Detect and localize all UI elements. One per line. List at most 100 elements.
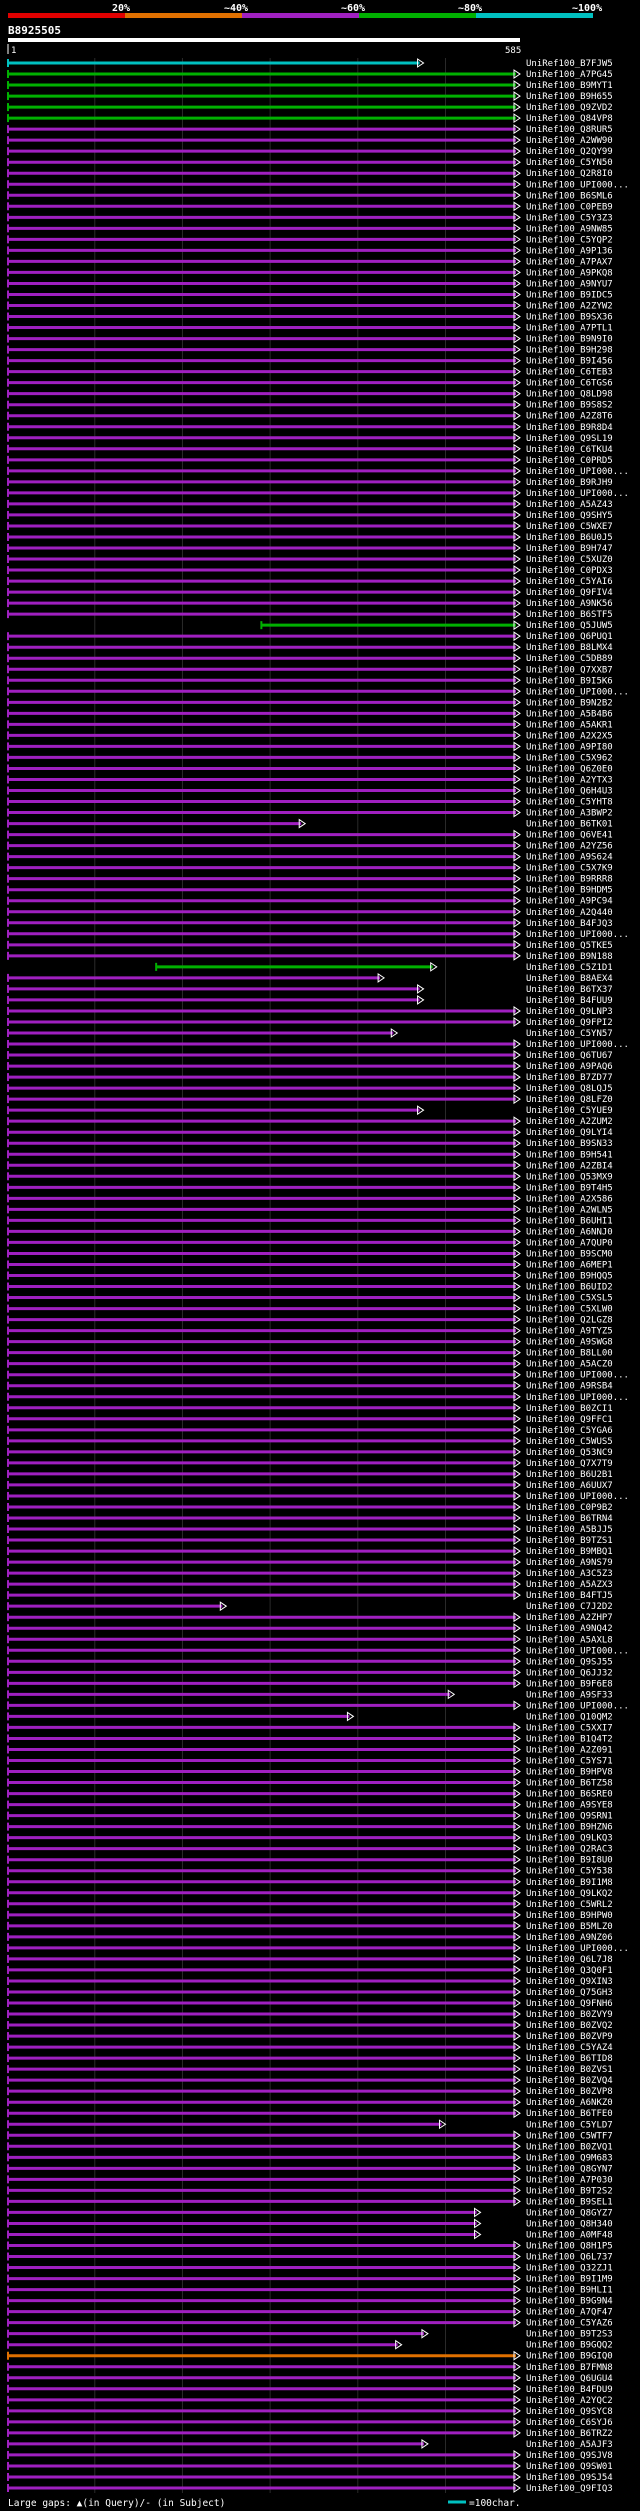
hit-row[interactable]: UniRef100_A2ZBI4 xyxy=(7,1160,613,1171)
hit-label[interactable]: UniRef100_C5YAZ4 xyxy=(526,2043,613,2053)
hit-label[interactable]: UniRef100_A9NYU7 xyxy=(526,279,613,289)
hit-row[interactable]: UniRef100_B6UHI1 xyxy=(7,1215,613,1226)
hit-row[interactable]: UniRef100_C6TEB3 xyxy=(7,366,613,378)
hit-row[interactable]: UniRef100_B6TK01 xyxy=(7,818,613,830)
hit-row[interactable]: UniRef100_A9NQ42 xyxy=(7,1623,613,1634)
hit-label[interactable]: UniRef100_C5YAI6 xyxy=(526,577,613,587)
hit-row[interactable]: UniRef100_Q9LNP3 xyxy=(7,1006,613,1017)
hit-label[interactable]: UniRef100_B0ZVP8 xyxy=(526,2087,613,2097)
hit-row[interactable]: UniRef100_B9HQQ5 xyxy=(7,1270,613,1282)
hit-label[interactable]: UniRef100_A9RSB4 xyxy=(526,1382,613,1392)
hit-row[interactable]: UniRef100_Q6VE41 xyxy=(7,829,613,841)
hit-label[interactable]: UniRef100_Q2RAC3 xyxy=(526,1845,613,1855)
hit-label[interactable]: UniRef100_B9T2S2 xyxy=(526,2186,613,2196)
hit-row[interactable]: UniRef100_B4FTJ5 xyxy=(7,1590,613,1601)
hit-row[interactable]: UniRef100_C0PRD5 xyxy=(7,454,613,466)
hit-label[interactable]: UniRef100_Q9SJ55 xyxy=(526,1657,613,1667)
hit-row[interactable]: UniRef100_A2X586 xyxy=(7,1193,613,1204)
hit-label[interactable]: UniRef100_B9HPW0 xyxy=(526,1911,613,1921)
hit-row[interactable]: UniRef100_UPI000... xyxy=(7,487,629,499)
hit-label[interactable]: UniRef100_C5Y3Z3 xyxy=(526,213,613,223)
hit-label[interactable]: UniRef100_B0ZVQ4 xyxy=(526,2076,613,2086)
hit-label[interactable]: UniRef100_A9PAQ6 xyxy=(526,1062,613,1072)
hit-label[interactable]: UniRef100_B8LMX4 xyxy=(526,643,613,653)
hit-row[interactable]: UniRef100_A9NS79 xyxy=(7,1557,613,1568)
hit-row[interactable]: UniRef100_Q9SJ55 xyxy=(7,1656,613,1667)
hit-row[interactable]: UniRef100_C6TGS6 xyxy=(7,377,613,389)
hit-row[interactable]: UniRef100_A7PG45 xyxy=(7,69,613,80)
hit-label[interactable]: UniRef100_UPI000... xyxy=(526,489,629,499)
hit-label[interactable]: UniRef100_Q8GYN7 xyxy=(526,2164,613,2174)
hit-row[interactable]: UniRef100_B9G9N4 xyxy=(7,2295,613,2307)
hit-label[interactable]: UniRef100_C0PRD5 xyxy=(526,456,613,466)
hit-label[interactable]: UniRef100_A2YZ56 xyxy=(526,842,613,852)
hit-row[interactable]: UniRef100_B6TZ58 xyxy=(7,1777,613,1789)
hit-row[interactable]: UniRef100_C5YN50 xyxy=(7,157,613,168)
hit-label[interactable]: UniRef100_B4FUU9 xyxy=(526,996,613,1006)
hit-label[interactable]: UniRef100_UPI000... xyxy=(526,1944,629,1954)
hit-label[interactable]: UniRef100_B6STF5 xyxy=(526,610,613,620)
hit-row[interactable]: UniRef100_Q2R8I0 xyxy=(7,168,613,179)
hit-row[interactable]: UniRef100_B9N2B2 xyxy=(7,697,613,708)
hit-row[interactable]: UniRef100_B0ZVP9 xyxy=(7,2031,613,2042)
hit-label[interactable]: UniRef100_B7FMN8 xyxy=(526,2363,613,2373)
hit-label[interactable]: UniRef100_C5Z1D1 xyxy=(526,963,613,973)
hit-row[interactable]: UniRef100_A5AZX3 xyxy=(7,1579,613,1590)
hit-row[interactable]: UniRef100_B6STF5 xyxy=(7,609,613,620)
hit-label[interactable]: UniRef100_C5WUS5 xyxy=(526,1437,613,1447)
hit-label[interactable]: UniRef100_A7QF47 xyxy=(526,2308,613,2318)
hit-row[interactable]: UniRef100_A9TYZ5 xyxy=(7,1325,613,1337)
hit-label[interactable]: UniRef100_Q5JUW5 xyxy=(526,621,613,631)
hit-label[interactable]: UniRef100_C5Y538 xyxy=(526,1867,613,1877)
hit-label[interactable]: UniRef100_A7PAX7 xyxy=(526,257,613,267)
hit-row[interactable]: UniRef100_B4FDU9 xyxy=(7,2383,613,2395)
hit-label[interactable]: UniRef100_Q9SYC8 xyxy=(526,2407,613,2417)
hit-label[interactable]: UniRef100_Q9LKQ2 xyxy=(526,1889,613,1899)
hit-label[interactable]: UniRef100_Q8LQJ5 xyxy=(526,1084,613,1094)
hit-row[interactable]: UniRef100_Q8GYN7 xyxy=(7,2163,613,2174)
hit-row[interactable]: UniRef100_B7FMN8 xyxy=(7,2361,613,2373)
hit-label[interactable]: UniRef100_B9GIQ0 xyxy=(526,2352,613,2362)
hit-row[interactable]: UniRef100_B6SML6 xyxy=(7,190,613,201)
hit-row[interactable]: UniRef100_C5YAZ4 xyxy=(7,2042,613,2053)
hit-row[interactable]: UniRef100_C6TKU4 xyxy=(7,443,613,455)
hit-row[interactable]: UniRef100_C0PDX3 xyxy=(7,565,613,576)
hit-label[interactable]: UniRef100_Q8H1P5 xyxy=(526,2242,613,2252)
hit-row[interactable]: UniRef100_C5YHT8 xyxy=(7,796,613,808)
hit-row[interactable]: UniRef100_Q84VP8 xyxy=(7,113,613,124)
hit-label[interactable]: UniRef100_B9F6E8 xyxy=(526,1679,613,1689)
hit-row[interactable]: UniRef100_Q53MX9 xyxy=(7,1171,613,1182)
hit-label[interactable]: UniRef100_A5B4B6 xyxy=(526,709,613,719)
hit-label[interactable]: UniRef100_Q6JJ32 xyxy=(526,1668,613,1678)
hit-row[interactable]: UniRef100_A9PAQ6 xyxy=(7,1061,613,1072)
hit-row[interactable]: UniRef100_A2X2X5 xyxy=(7,730,613,741)
hit-row[interactable]: UniRef100_C5WXE7 xyxy=(7,521,613,532)
hit-label[interactable]: UniRef100_A2ZBI4 xyxy=(526,1161,613,1171)
hit-row[interactable]: UniRef100_B6SRE0 xyxy=(7,1788,613,1800)
hit-row[interactable]: UniRef100_C5XSL5 xyxy=(7,1292,613,1304)
hit-label[interactable]: UniRef100_A5BJJ5 xyxy=(526,1525,613,1535)
hit-row[interactable]: UniRef100_Q8GYZ7 xyxy=(7,2207,613,2218)
hit-row[interactable]: UniRef100_Q9SJV8 xyxy=(7,2449,613,2461)
hit-row[interactable]: UniRef100_B9MBQ1 xyxy=(7,1546,613,1557)
hit-label[interactable]: UniRef100_C5YGA6 xyxy=(526,1426,613,1436)
hit-label[interactable]: UniRef100_B6TK01 xyxy=(526,820,613,830)
hit-label[interactable]: UniRef100_C5WXE7 xyxy=(526,522,613,532)
hit-label[interactable]: UniRef100_C5XSL5 xyxy=(526,1294,613,1304)
hit-row[interactable]: UniRef100_B8LL00 xyxy=(7,1347,613,1359)
hit-row[interactable]: UniRef100_A9PC94 xyxy=(7,895,613,907)
hit-label[interactable]: UniRef100_C0P9B2 xyxy=(526,1503,613,1513)
hit-row[interactable]: UniRef100_Q5TKE5 xyxy=(7,939,613,951)
hit-row[interactable]: UniRef100_Q7X7T9 xyxy=(7,1457,613,1469)
hit-row[interactable]: UniRef100_Q6L7J8 xyxy=(7,1953,613,1965)
hit-label[interactable]: UniRef100_Q7XXB7 xyxy=(526,665,613,675)
hit-label[interactable]: UniRef100_Q9XIN3 xyxy=(526,1977,613,1987)
hit-label[interactable]: UniRef100_B9S8S2 xyxy=(526,401,613,411)
hit-label[interactable]: UniRef100_A9NS79 xyxy=(526,1558,613,1568)
hit-row[interactable]: UniRef100_C5YAI6 xyxy=(7,576,613,587)
hit-row[interactable]: UniRef100_Q5JUW5 xyxy=(260,620,613,631)
hit-row[interactable]: UniRef100_Q6PUQ1 xyxy=(7,631,613,642)
hit-row[interactable]: UniRef100_A7P030 xyxy=(7,2174,613,2185)
hit-label[interactable]: UniRef100_B8LL00 xyxy=(526,1349,613,1359)
hit-label[interactable]: UniRef100_C5YHT8 xyxy=(526,798,613,808)
